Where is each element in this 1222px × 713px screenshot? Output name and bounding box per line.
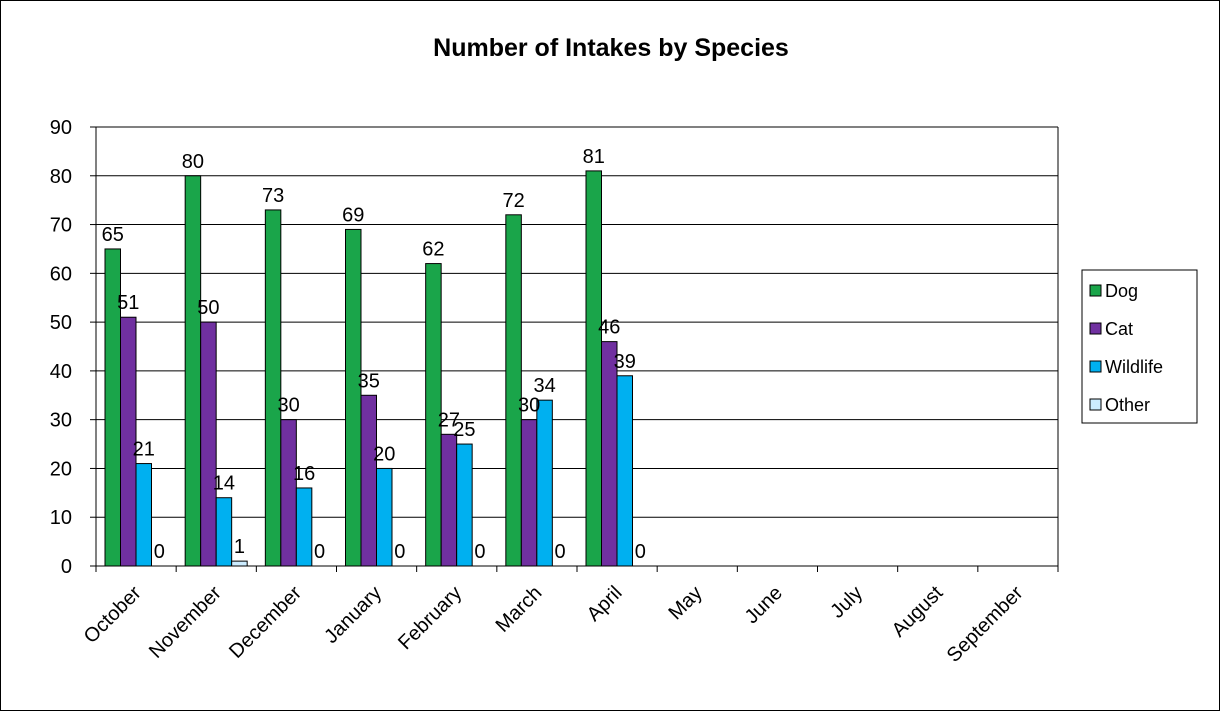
data-label: 80 <box>182 151 204 173</box>
data-labels: 6551210805014173301606935200622725072303… <box>102 146 646 563</box>
x-tick-label: August <box>888 582 948 642</box>
data-label: 1 <box>234 536 245 558</box>
x-tick-label: May <box>665 582 707 624</box>
y-tick-label: 0 <box>61 556 72 578</box>
bar-wildlife <box>135 463 152 567</box>
y-tick-label: 20 <box>50 458 72 480</box>
data-label: 51 <box>117 292 139 314</box>
data-label: 0 <box>314 541 325 563</box>
data-label: 35 <box>358 370 380 392</box>
legend-swatch-dog <box>1089 284 1102 297</box>
x-tick-label: December <box>225 582 306 663</box>
data-label: 34 <box>533 375 555 397</box>
data-label: 46 <box>598 317 620 339</box>
bar-wildlife <box>456 443 473 567</box>
data-label: 30 <box>277 395 299 417</box>
y-tick-label: 30 <box>50 410 72 432</box>
bar-wildlife <box>215 497 233 567</box>
data-label: 69 <box>342 204 364 226</box>
data-label: 20 <box>373 443 395 465</box>
legend-swatch-cat <box>1089 322 1102 335</box>
bar-cat <box>440 433 458 567</box>
y-tick-label: 10 <box>50 507 72 529</box>
bar-other <box>231 560 248 567</box>
y-tick-label: 90 <box>50 117 72 139</box>
bar-dog <box>345 228 362 567</box>
bar-wildlife <box>616 375 633 567</box>
y-tick-label: 80 <box>50 166 72 188</box>
data-label: 81 <box>583 146 605 168</box>
data-label: 30 <box>518 395 540 417</box>
x-tick-label: June <box>741 582 787 628</box>
y-tick-label: 60 <box>50 263 72 285</box>
legend-label-wildlife: Wildlife <box>1105 357 1163 377</box>
bar-wildlife <box>376 467 393 567</box>
data-label: 14 <box>213 473 235 495</box>
data-label: 27 <box>438 409 460 431</box>
y-tick-label: 70 <box>50 215 72 237</box>
bar-cat <box>360 394 377 567</box>
legend-label-other: Other <box>1105 395 1150 415</box>
data-label: 0 <box>394 541 405 563</box>
data-label: 21 <box>133 439 155 461</box>
x-axis: October November December January February Ma… <box>80 565 1059 667</box>
data-label: 0 <box>474 541 485 563</box>
data-label: 16 <box>293 463 315 485</box>
bar-dog <box>264 209 282 567</box>
bar-dog <box>585 170 602 567</box>
bar-wildlife <box>536 399 553 567</box>
chart-title: Number of Intakes by Species <box>433 34 789 62</box>
legend-swatch-other <box>1089 398 1102 411</box>
x-tick-label: February <box>394 582 466 654</box>
bar-cat <box>601 341 618 567</box>
bar-cat <box>200 321 217 567</box>
legend-label-cat: Cat <box>1105 319 1133 339</box>
x-tick-label: September <box>943 582 1028 667</box>
legend: Dog Cat Wildlife Other <box>1081 269 1198 424</box>
legend-label-dog: Dog <box>1105 281 1138 301</box>
data-label: 0 <box>635 541 646 563</box>
data-label: 0 <box>154 541 165 563</box>
data-label: 50 <box>197 297 219 319</box>
bar-wildlife <box>295 487 313 567</box>
bar-dog <box>505 214 522 567</box>
y-tick-label: 50 <box>50 312 72 334</box>
bar-dog <box>184 175 202 567</box>
data-label: 62 <box>422 239 444 261</box>
x-tick-label: October <box>80 582 146 648</box>
x-tick-label: January <box>320 582 386 648</box>
data-label: 65 <box>102 224 124 246</box>
data-label: 0 <box>555 541 566 563</box>
data-label: 72 <box>502 190 524 212</box>
bar-cat <box>520 419 538 567</box>
bar-cat <box>280 419 297 567</box>
data-label: 73 <box>262 185 284 207</box>
x-tick-label: April <box>583 582 627 626</box>
gridlines <box>96 126 1058 518</box>
data-label: 39 <box>614 351 636 373</box>
y-axis: 0 10 20 30 40 50 60 70 80 90 <box>50 117 97 578</box>
data-label: 25 <box>453 419 475 441</box>
legend-swatch-wildlife <box>1089 360 1102 373</box>
x-tick-label: November <box>145 582 226 663</box>
bars <box>104 170 633 567</box>
x-tick-label: March <box>492 582 547 637</box>
y-tick-label: 40 <box>50 361 72 383</box>
x-tick-label: July <box>826 582 867 623</box>
